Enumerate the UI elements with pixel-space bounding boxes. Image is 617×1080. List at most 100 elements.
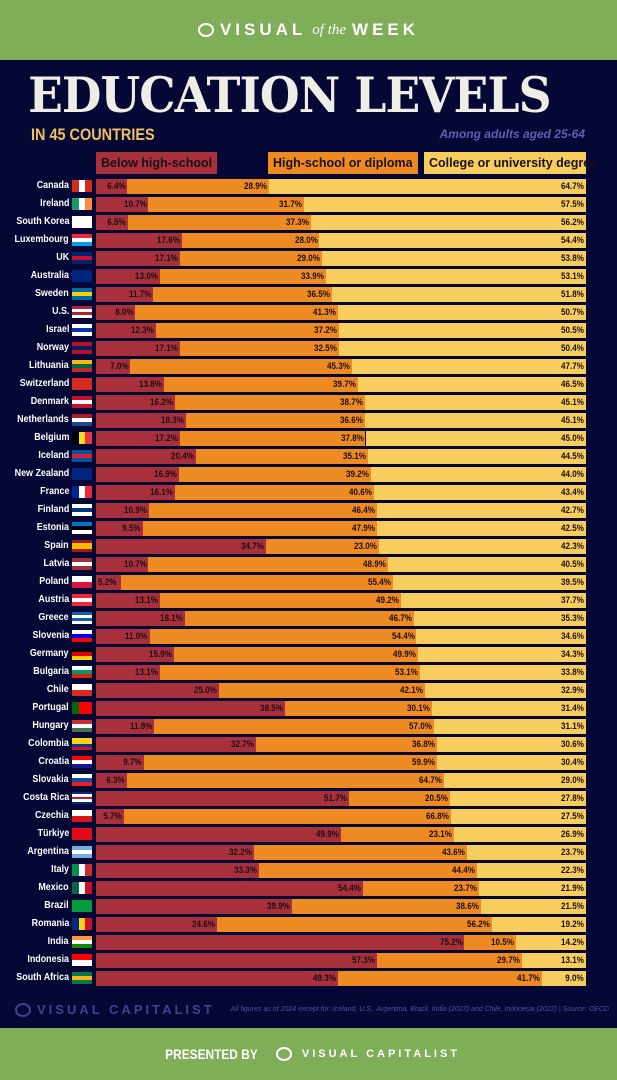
- data-label: 31.4%: [561, 703, 584, 714]
- flag-icon: [72, 738, 92, 750]
- bar-row: Netherlands 18.3% 36.6% 45.1%: [0, 412, 617, 430]
- flag-icon: [72, 468, 92, 480]
- bar-row: France 16.1% 40.6% 43.4%: [0, 484, 617, 502]
- bar-segment: [96, 467, 179, 482]
- bar-segment: [135, 305, 338, 320]
- data-label: 31.7%: [278, 199, 302, 210]
- data-label: 24.6%: [191, 919, 215, 930]
- data-label: 44.4%: [451, 865, 475, 876]
- data-label: 46.5%: [561, 379, 584, 390]
- flag-icon: [72, 954, 92, 966]
- bar-segment: [338, 323, 586, 338]
- country-label: Bulgaria: [33, 665, 69, 677]
- flag-icon: [72, 252, 92, 264]
- country-label: Finland: [37, 503, 69, 515]
- bar-segment: [420, 665, 586, 680]
- bar-row: U.S. 8.0% 41.3% 50.7%: [0, 304, 617, 322]
- data-label: 44.5%: [561, 451, 584, 462]
- bar-segment: [123, 809, 452, 824]
- data-label: 57.0%: [408, 721, 432, 732]
- data-label: 54.4%: [337, 883, 361, 894]
- data-label: 57.5%: [561, 199, 584, 210]
- bar-segment: [339, 341, 586, 356]
- flag-icon: [72, 216, 92, 228]
- bar-segment: [96, 413, 186, 428]
- bar-row: Denmark 16.2% 38.7% 45.1%: [0, 394, 617, 412]
- flag-icon: [72, 702, 92, 714]
- data-label: 50.5%: [561, 325, 584, 336]
- bar-segment: [153, 287, 333, 302]
- bar-row: Belgium 17.2% 37.8% 45.0%: [0, 430, 617, 448]
- bar-segment: [365, 395, 586, 410]
- data-label: 13.8%: [138, 379, 162, 390]
- data-label: 39.2%: [345, 469, 369, 480]
- chart-subtitle: IN 45 COUNTRIES: [31, 125, 155, 144]
- country-label: Slovakia: [32, 773, 69, 785]
- bar-segment: [96, 935, 465, 950]
- bar-segment: [96, 215, 128, 230]
- bar-segment: [291, 899, 481, 914]
- bar-segment: [96, 539, 267, 554]
- data-label: 36.8%: [411, 739, 435, 750]
- bar-segment: [175, 395, 365, 410]
- data-label: 13.1%: [135, 667, 159, 678]
- data-label: 39.9%: [266, 901, 290, 912]
- country-label: Lithuania: [29, 359, 69, 371]
- bar-segment: [96, 485, 175, 500]
- data-label: 46.7%: [388, 613, 412, 624]
- bar-segment: [185, 413, 365, 428]
- data-label: 23.0%: [353, 541, 377, 552]
- bar-row: Israel 12.3% 37.2% 50.5%: [0, 322, 617, 340]
- bar-segment: [148, 557, 389, 572]
- country-label: Belgium: [33, 431, 69, 443]
- country-label: Brazil: [44, 899, 69, 911]
- data-label: 28.0%: [294, 235, 318, 246]
- bar-row: Sweden 11.7% 36.5% 51.8%: [0, 286, 617, 304]
- data-label: 32.2%: [228, 847, 252, 858]
- data-label: 49.9%: [315, 829, 339, 840]
- data-label: 39.7%: [333, 379, 357, 390]
- data-label: 43.6%: [442, 847, 466, 858]
- data-label: 31.1%: [561, 721, 584, 732]
- bar-segment: [325, 269, 586, 284]
- data-label: 56.2%: [561, 217, 584, 228]
- bar-segment: [96, 611, 185, 626]
- data-label: 45.3%: [327, 361, 351, 372]
- bar-segment: [96, 719, 155, 734]
- flag-icon: [72, 360, 92, 372]
- data-label: 45.0%: [561, 433, 584, 444]
- chart-title: EDUCATION LEVELS: [28, 66, 551, 124]
- flag-icon: [72, 846, 92, 858]
- bar-segment: [96, 701, 285, 716]
- visual-capitalist-logo-icon: [197, 23, 214, 37]
- bar-segment: [96, 629, 150, 644]
- flag-icon: [72, 378, 92, 390]
- country-label: Hungary: [32, 719, 69, 731]
- bar-row: Costa Rica 51.7% 20.5% 27.8%: [0, 790, 617, 808]
- data-label: 42.1%: [399, 685, 423, 696]
- bar-segment: [392, 575, 586, 590]
- data-label: 40.6%: [348, 487, 372, 498]
- stacked-bar-chart: Canada 6.4% 28.9% 64.7% Ireland 10.7% 31.7% 57.…: [0, 179, 617, 986]
- bar-segment: [416, 629, 586, 644]
- bar-segment: [96, 755, 144, 770]
- bar-segment: [436, 737, 586, 752]
- bar-segment: [310, 215, 586, 230]
- bar-segment: [173, 647, 419, 662]
- bar-segment: [96, 395, 176, 410]
- data-label: 33.3%: [234, 865, 258, 876]
- bar-row: UK 17.1% 29.0% 53.8%: [0, 250, 617, 268]
- brand-week: WEEK: [352, 20, 420, 39]
- country-label: Denmark: [30, 395, 69, 407]
- bar-segment: [174, 485, 374, 500]
- bar-segment: [179, 251, 322, 266]
- data-label: 35.3%: [561, 613, 584, 624]
- flag-icon: [72, 612, 92, 624]
- data-label: 45.1%: [561, 397, 584, 408]
- footer-brand: VISUAL CAPITALIST: [15, 1002, 215, 1017]
- bar-row: Switzerland 13.8% 39.7% 46.5%: [0, 376, 617, 394]
- bar-segment: [266, 539, 379, 554]
- country-label: Luxembourg: [14, 233, 69, 245]
- flag-icon: [72, 558, 92, 570]
- bar-row: Colombia 32.7% 36.8% 30.6%: [0, 736, 617, 754]
